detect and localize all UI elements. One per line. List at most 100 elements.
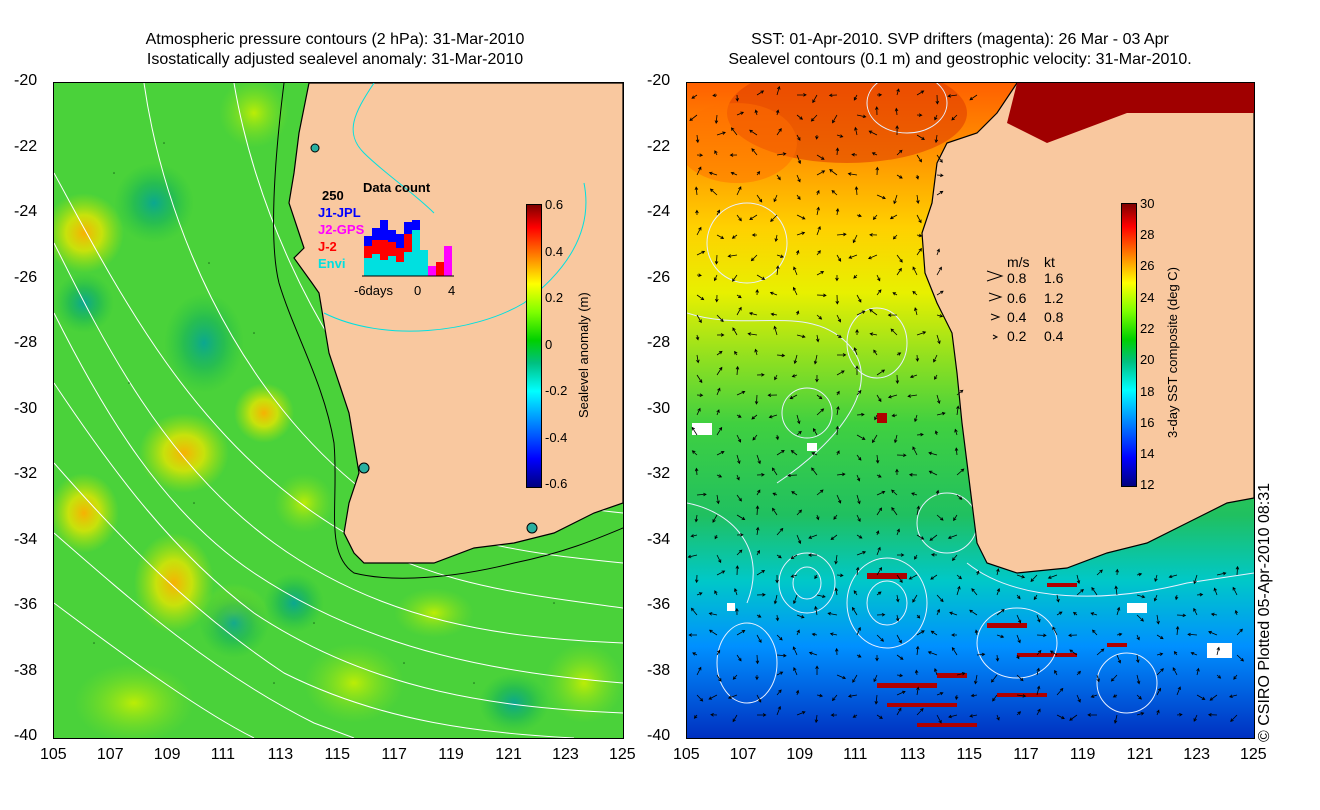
velocity-arrow [1136, 654, 1140, 664]
velocity-arrow [716, 474, 723, 478]
velocity-arrow [976, 570, 980, 576]
velocity-arrow [694, 186, 699, 196]
velocity-arrow [816, 489, 824, 496]
right-colorbar-label: 16 [1140, 415, 1155, 430]
velocity-arrow [816, 271, 825, 276]
velocity-arrow [916, 154, 922, 163]
velocity-arrow [873, 349, 878, 356]
velocity-arrow [856, 534, 863, 539]
velocity-arrow [1036, 633, 1047, 638]
right-colorbar [1121, 203, 1137, 487]
velocity-arrow [776, 671, 784, 676]
y-tick-label: -28 [14, 334, 38, 351]
velocity-arrow [869, 332, 878, 336]
velocity-arrow [1047, 574, 1058, 579]
velocity-arrow [732, 714, 738, 723]
velocity-arrow [995, 654, 1000, 662]
velocity-arrow [930, 553, 938, 557]
velocity-arrow [916, 708, 924, 716]
velocity-arrow [856, 114, 867, 119]
right-colorbar-title: 3-day SST composite (deg C) [1165, 267, 1180, 438]
velocity-arrow [688, 633, 698, 637]
velocity-arrow [732, 674, 738, 680]
right-colorbar-label: 18 [1140, 384, 1155, 399]
velocity-arrow [916, 432, 924, 437]
velocity-arrow [755, 526, 760, 536]
velocity-arrow [953, 514, 958, 522]
velocity-arrow [855, 329, 859, 336]
velocity-arrow [869, 233, 878, 237]
velocity-arrow [795, 249, 800, 256]
velocity-arrow [755, 289, 759, 296]
velocity-arrow [712, 514, 718, 523]
velocity-arrow [1190, 651, 1198, 656]
velocity-arrow [916, 194, 920, 204]
velocity-arrow [916, 686, 920, 696]
velocity-arrow [936, 266, 942, 276]
velocity-arrow [696, 294, 705, 301]
velocity-arrow [796, 154, 802, 165]
x-tick-label: 105 [673, 746, 700, 763]
velocity-arrow [815, 374, 819, 383]
velocity-arrow [916, 505, 921, 516]
velocity-arrow [956, 585, 961, 596]
velocity-arrow [1196, 592, 1204, 597]
velocity-arrow [815, 334, 820, 343]
velocity-arrow [936, 594, 944, 603]
left-colorbar-label: 0.6 [545, 197, 564, 212]
left-map-svg [54, 83, 623, 738]
left-colorbar-title: Sealevel anomaly (m) [576, 292, 591, 418]
right-colorbar-label: 12 [1140, 477, 1155, 492]
histogram-legend-envi: Envi [318, 256, 346, 271]
velocity-arrow [954, 694, 959, 701]
coastal-station-marker [526, 522, 538, 534]
histogram-x-label-start: -6days [354, 283, 394, 298]
velocity-arrow [895, 374, 900, 384]
left-title-line2: Isostatically adjusted sealevel anomaly:… [146, 51, 524, 68]
velocity-arrow [916, 214, 922, 224]
velocity-arrow [1016, 574, 1026, 579]
velocity-arrow [736, 549, 743, 556]
velocity-arrow [816, 594, 826, 599]
histogram-legend-j1-jpl: J1-JPL [318, 205, 361, 220]
velocity-arrow [876, 369, 886, 376]
histogram-x-label-zero: 0 [414, 283, 422, 298]
velocity-arrow [876, 507, 883, 516]
velocity-arrow [829, 169, 838, 176]
velocity-arrow [1168, 574, 1178, 579]
velocity-arrow [852, 234, 858, 244]
left-colorbar-label: 0.2 [545, 290, 564, 305]
velocity-arrow [1116, 654, 1122, 664]
velocity-arrow [756, 634, 762, 644]
velocity-arrow [930, 630, 938, 636]
y-tick-label: -34 [14, 530, 38, 548]
velocity-arrow [876, 289, 882, 296]
velocity-arrow [875, 166, 880, 176]
velocity-arrow [789, 394, 798, 400]
velocity-arrow [816, 206, 820, 216]
velocity-arrow [756, 373, 765, 377]
velocity-arrow [874, 414, 878, 421]
velocity-arrow [936, 290, 944, 296]
velocity-arrow [834, 647, 839, 656]
velocity-arrow [896, 254, 903, 263]
velocity-arrow [956, 574, 962, 580]
x-tick-label: 115 [324, 746, 351, 763]
y-tick-label: -26 [14, 268, 38, 286]
velocity-arrow [887, 394, 898, 399]
velocity-arrow [934, 430, 939, 436]
velocity-arrow [796, 711, 806, 716]
velocity-arrow [696, 250, 706, 256]
velocity-arrow [872, 434, 878, 444]
velocity-arrow [836, 254, 842, 262]
velocity-arrow [852, 674, 858, 683]
anomaly-blob [394, 588, 474, 638]
velocity-arrow [756, 713, 767, 717]
velocity-arrow [889, 214, 898, 220]
velocity-arrow [974, 674, 978, 685]
anomaly-blob [264, 573, 324, 633]
velocity-arrow [895, 614, 900, 622]
velocity-arrow [1153, 594, 1158, 602]
velocity-arrow [732, 274, 738, 282]
velocity-arrow [775, 574, 779, 584]
